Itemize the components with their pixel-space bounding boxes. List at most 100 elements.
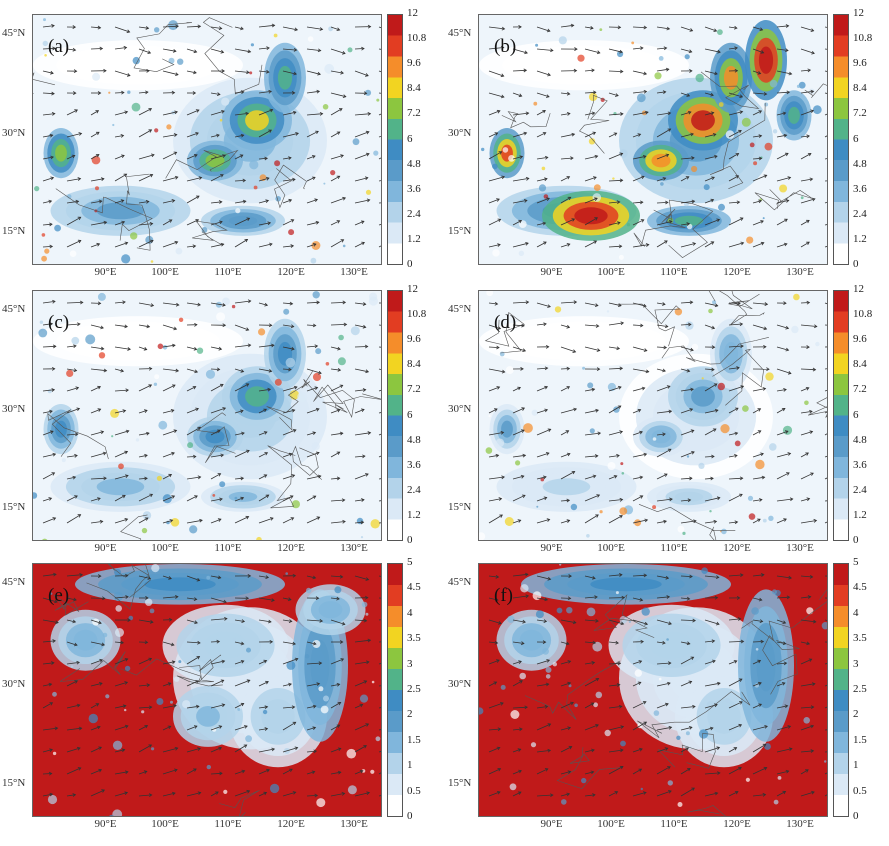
wind-vector <box>752 48 764 54</box>
wind-arrowhead <box>167 725 172 730</box>
field-speckle <box>154 128 159 133</box>
wind-arrowhead <box>171 660 176 664</box>
field-speckle <box>800 196 804 200</box>
wind-vector <box>536 323 547 326</box>
wind-arrowhead <box>168 617 173 622</box>
wind-arrowhead <box>807 595 812 599</box>
wind-vector <box>42 200 52 204</box>
field-speckle <box>604 729 611 737</box>
field-speckle <box>586 607 596 617</box>
wind-vector <box>800 135 810 138</box>
wind-arrowhead <box>667 448 672 453</box>
field-speckle <box>712 300 717 305</box>
wind-vector <box>512 706 528 709</box>
wind-arrowhead <box>219 383 224 388</box>
wind-arrowhead <box>640 323 644 328</box>
field-speckle <box>618 254 624 260</box>
wind-vector <box>488 151 502 160</box>
colorbar-tick-label: 4 <box>407 606 413 619</box>
field-speckle <box>304 654 310 659</box>
wind-vector <box>704 302 718 307</box>
wind-arrowhead <box>72 25 77 29</box>
field-speckle <box>505 366 514 375</box>
field-speckle <box>599 510 603 514</box>
wind-arrowhead <box>241 431 245 436</box>
wind-arrowhead <box>543 619 548 623</box>
wind-arrowhead <box>546 518 551 522</box>
wind-vector <box>704 704 718 709</box>
wind-vector <box>210 747 222 753</box>
wind-arrowhead <box>668 220 673 224</box>
wind-arrowhead <box>738 766 742 771</box>
wind-arrowhead <box>124 770 129 775</box>
wind-arrowhead <box>733 747 738 751</box>
wind-arrowhead <box>692 242 697 246</box>
wind-vector <box>512 519 521 524</box>
lat-tick-label: 15°N <box>448 225 472 238</box>
wind-vector <box>704 792 718 797</box>
wind-vector <box>704 619 720 625</box>
wind-vector <box>186 386 196 392</box>
wind-arrowhead <box>592 131 597 136</box>
wind-vector <box>162 575 172 579</box>
field-region <box>501 420 513 438</box>
colorbar-tick-label: 7.2 <box>407 107 421 120</box>
wind-arrowhead <box>311 155 316 159</box>
field-region <box>277 65 293 90</box>
wind-vector <box>680 26 693 32</box>
wind-vector <box>138 240 154 248</box>
wind-vector <box>608 455 620 458</box>
wind-vector <box>680 48 692 53</box>
colorbar-tick-label: 2.4 <box>853 207 867 220</box>
wind-arrowhead <box>144 517 149 521</box>
boundary-line <box>579 94 610 154</box>
wind-arrowhead <box>595 324 600 328</box>
boundary-line <box>633 208 686 247</box>
wind-vector <box>728 724 742 731</box>
wind-arrowhead <box>811 682 816 687</box>
wind-arrowhead <box>144 725 149 729</box>
wind-arrowhead <box>592 640 597 645</box>
field-speckle <box>130 232 138 240</box>
wind-arrowhead <box>312 704 317 709</box>
field-speckle <box>151 747 155 751</box>
field-speckle <box>667 780 673 786</box>
wind-vector <box>306 368 322 374</box>
wind-vector <box>234 516 249 524</box>
boundary-line <box>53 594 89 616</box>
field-speckle <box>495 438 505 448</box>
wind-arrowhead <box>314 344 319 349</box>
wind-arrowhead <box>590 770 595 775</box>
wind-arrowhead <box>220 49 225 54</box>
wind-vector <box>210 454 224 458</box>
wind-arrowhead <box>337 701 342 706</box>
wind-vector <box>488 218 501 226</box>
wind-arrowhead <box>757 659 762 664</box>
wind-vector <box>330 368 341 371</box>
wind-vector <box>728 678 743 687</box>
wind-arrowhead <box>367 638 372 643</box>
wind-arrowhead <box>148 384 153 388</box>
wind-arrowhead <box>805 387 810 391</box>
wind-arrowhead <box>595 678 600 682</box>
wind-arrowhead <box>51 91 55 96</box>
wind-arrowhead <box>264 302 269 307</box>
field-speckle <box>66 369 74 377</box>
wind-vector <box>330 575 343 578</box>
wind-vector <box>536 428 551 436</box>
wind-vector <box>632 409 641 414</box>
wind-arrowhead <box>805 769 809 773</box>
field-speckle <box>545 674 551 679</box>
field-speckle <box>640 787 643 791</box>
wind-arrowhead <box>293 385 298 390</box>
wind-arrowhead <box>517 748 522 752</box>
wind-vector <box>162 792 176 797</box>
wind-vector <box>608 367 623 370</box>
wind-arrowhead <box>497 243 501 247</box>
field-speckle <box>279 165 283 168</box>
boundary-line <box>709 102 766 189</box>
wind-vector <box>378 368 381 371</box>
wind-arrowhead <box>75 199 80 204</box>
boundary-line <box>618 303 681 347</box>
wind-arrowhead <box>72 475 77 480</box>
